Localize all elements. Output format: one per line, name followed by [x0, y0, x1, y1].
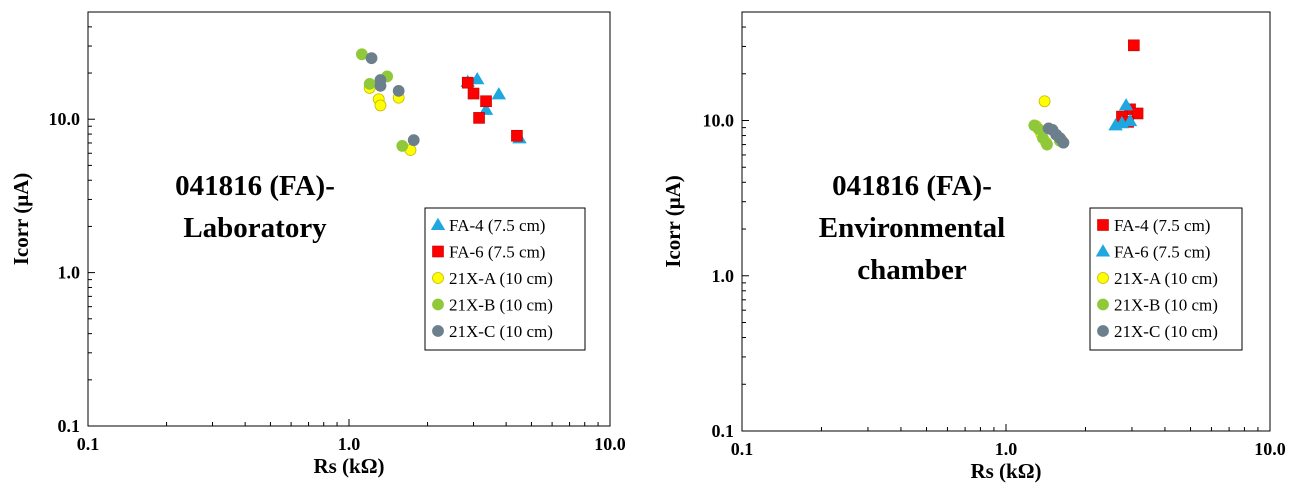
data-point — [1057, 136, 1070, 149]
y-tick-label: 10.0 — [49, 109, 81, 129]
legend-label: 21X-B (10 cm) — [449, 296, 553, 315]
legend-marker — [1097, 325, 1109, 337]
y-tick-label: 10.0 — [703, 111, 735, 131]
legend-marker — [432, 298, 444, 311]
data-point — [491, 87, 507, 100]
data-point — [470, 72, 485, 85]
data-point — [374, 79, 387, 92]
legend-label: 21X-A (10 cm) — [1114, 269, 1218, 288]
series-2 — [461, 76, 523, 142]
data-point — [363, 77, 376, 90]
data-point — [1131, 107, 1144, 120]
legend-label: FA-6 (7.5 cm) — [1114, 243, 1210, 262]
legend-label: 21X-A (10 cm) — [449, 269, 553, 288]
data-point — [478, 102, 494, 115]
chart-annotation: 041816 (FA)- — [832, 170, 992, 202]
x-tick-label: 1.0 — [338, 434, 361, 454]
x-tick-label: 10.0 — [1254, 439, 1286, 459]
y-tick-label: 0.1 — [712, 421, 735, 441]
x-axis-label: Rs (kΩ) — [313, 454, 384, 478]
y-tick-label: 1.0 — [712, 266, 735, 286]
chart-annotation: chamber — [857, 254, 967, 286]
data-point — [1041, 138, 1053, 151]
series-2 — [1108, 98, 1138, 131]
data-point — [1038, 95, 1051, 108]
x-axis-label: Rs (kΩ) — [970, 459, 1041, 483]
chart-annotation: Laboratory — [183, 212, 327, 244]
series-1 — [1116, 39, 1144, 128]
legend-marker — [432, 245, 444, 258]
data-point — [511, 129, 523, 142]
x-tick-label: 1.0 — [995, 439, 1018, 459]
legend-label: FA-6 (7.5 cm) — [449, 243, 545, 262]
series-5 — [365, 52, 420, 147]
legend-marker — [1097, 298, 1109, 311]
chart-2: 0.1 1.0 10.0 0.1 1.0 10.0 Rs (kΩ) Icorr (μA) 041… — [661, 11, 1286, 483]
legend: FA-4 (7.5 cm) FA-6 (7.5 cm) 21X-A (10 cm) 2… — [1089, 207, 1243, 351]
chart-annotation: 041816 (FA)- — [175, 170, 335, 202]
legend-marker — [432, 272, 444, 284]
legend-marker — [1097, 219, 1109, 231]
y-axis-label: Icorr (μA) — [9, 173, 33, 266]
y-tick-label: 1.0 — [58, 263, 81, 283]
x-tick-label: 10.0 — [594, 434, 626, 454]
legend-label: 21X-C (10 cm) — [1114, 322, 1218, 341]
data-point — [480, 95, 492, 108]
legend-marker — [1095, 244, 1111, 257]
x-tick-label: 0.1 — [77, 434, 100, 454]
legend-label: 21X-B (10 cm) — [1114, 296, 1218, 315]
legend-marker — [1097, 272, 1109, 284]
legend-label: FA-4 (7.5 cm) — [449, 216, 545, 235]
legend-marker — [432, 325, 444, 337]
data-point — [461, 76, 474, 89]
data-point — [1128, 39, 1140, 52]
legend-marker — [430, 217, 446, 230]
data-point — [1122, 113, 1138, 127]
legend-box — [1089, 207, 1243, 351]
legend: FA-4 (7.5 cm) FA-6 (7.5 cm) 21X-A (10 cm) 2… — [424, 207, 586, 351]
data-point — [365, 52, 378, 65]
x-tick-label: 0.1 — [731, 439, 754, 459]
data-point — [407, 134, 420, 147]
chart-annotation: Environmental — [819, 212, 1005, 244]
y-tick-label: 0.1 — [58, 416, 81, 436]
data-point — [1118, 98, 1134, 111]
data-point — [473, 112, 485, 124]
legend-label: 21X-C (10 cm) — [449, 322, 553, 341]
data-point — [392, 84, 405, 97]
series-3 — [363, 82, 417, 156]
data-point — [374, 99, 387, 112]
data-point — [396, 139, 409, 152]
chart-1: 0.1 1.0 10.0 0.1 1.0 10.0 Rs (kΩ) Icorr (μA) 041… — [9, 11, 626, 478]
legend-label: FA-4 (7.5 cm) — [1114, 216, 1210, 235]
y-axis-label: Icorr (μA) — [661, 175, 685, 268]
series-5 — [1042, 122, 1070, 149]
data-point — [467, 87, 480, 100]
legend-box — [424, 207, 586, 351]
